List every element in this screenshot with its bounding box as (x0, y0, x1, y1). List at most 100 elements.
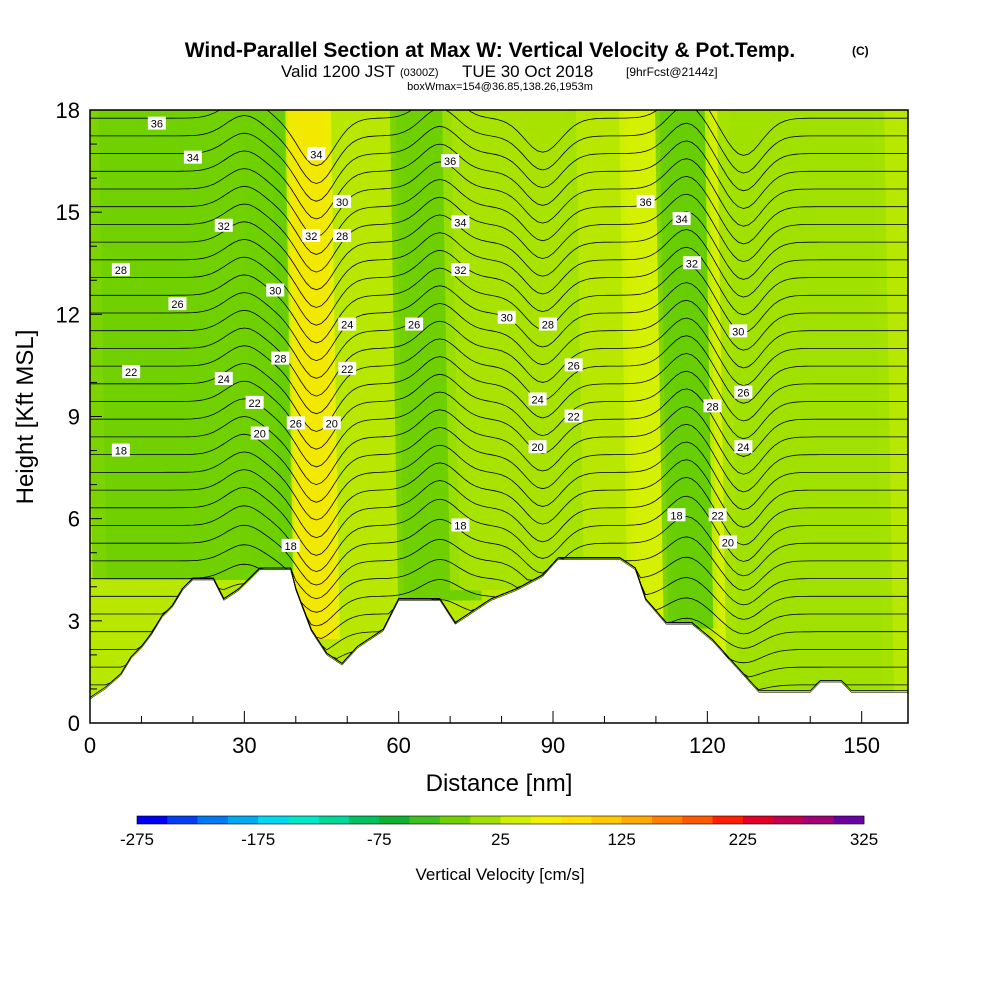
theta-contour-line (90, 175, 908, 255)
contour-label-box (672, 211, 691, 225)
contour-label-box (214, 372, 233, 386)
contour-label-box (322, 416, 341, 430)
contour-label-box (286, 416, 305, 430)
forecast-info: [9hrFcst@2144z] (626, 65, 718, 79)
contour-label: 28 (542, 320, 554, 332)
contour-label: 36 (444, 156, 456, 168)
contour-label: 28 (336, 231, 348, 243)
theta-contour-line (90, 317, 908, 397)
x-axis-label: Distance [nm] (426, 770, 573, 797)
theta-contour-line (90, 370, 908, 450)
contour-label: 32 (454, 265, 466, 277)
contour-label: 22 (567, 412, 579, 424)
theta-contours (90, 110, 908, 698)
colorbar-swatch (682, 816, 713, 824)
contour-label-box (122, 365, 141, 379)
theta-contour-line (90, 246, 908, 326)
colorbar-swatch (258, 816, 289, 824)
contour-label: 20 (722, 538, 734, 550)
contour-label: 18 (115, 446, 127, 458)
plot-area: 36 34 32 28 26 22 24 22 20 18 30 28 26 18 34 32 30 28 24 22… (90, 110, 908, 723)
contour-label: 24 (341, 320, 353, 332)
contour-label-box (405, 317, 424, 331)
contour-label: 30 (501, 313, 513, 325)
colorbar-tick-label: -175 (241, 830, 275, 849)
contour-label-box (538, 317, 557, 331)
contour-label: 26 (567, 360, 579, 372)
contour-label: 36 (639, 197, 651, 209)
colorbar-swatch (833, 816, 865, 824)
y-tick-label: 0 (68, 711, 80, 736)
contour-label: 20 (326, 418, 338, 430)
colorbar: -275 -175 -75 25 125 225 325 (120, 815, 878, 849)
theta-contour-line (90, 299, 908, 379)
colorbar-swatch (530, 816, 562, 824)
theta-contour-line (90, 110, 908, 185)
y-tick-label: 18 (56, 98, 80, 123)
theta-contour-line (90, 557, 908, 627)
contour-label: 18 (670, 510, 682, 522)
valid-time-prefix: Valid 1200 JST (281, 62, 395, 81)
chart-title: Wind-Parallel Section at Max W: Vertical… (185, 39, 796, 62)
colorbar-tick-label: 25 (491, 830, 510, 849)
theta-contour-line (90, 423, 908, 503)
contour-label-box (111, 263, 130, 277)
contour-label: 20 (254, 429, 266, 441)
theta-contour-line (90, 353, 908, 432)
theta-contour-line (90, 110, 908, 167)
contour-label: 36 (151, 119, 163, 131)
contour-label-box (281, 538, 300, 552)
contour-label: 32 (218, 221, 230, 233)
contour-label: 22 (712, 510, 724, 522)
contour-label-box (333, 229, 352, 243)
contour-label: 22 (341, 364, 353, 376)
theta-contour-line (90, 335, 908, 415)
colorbar-swatch (167, 816, 198, 824)
colorbar-swatch (621, 816, 653, 824)
contour-label: 28 (115, 265, 127, 277)
contour-label-box (564, 358, 583, 372)
theta-contour-line (90, 229, 908, 308)
colorbar-swatch (197, 816, 229, 824)
x-tick-label: 0 (84, 733, 96, 758)
contour-label-box (214, 218, 233, 232)
contour-label-box (729, 324, 748, 338)
contour-label: 34 (310, 149, 322, 161)
contour-label: 24 (218, 374, 230, 386)
contour-label: 34 (676, 214, 688, 226)
colorbar-swatch (591, 816, 622, 824)
theta-contour-line (90, 122, 908, 202)
velocity-band (716, 110, 894, 693)
x-tick-label: 60 (386, 733, 410, 758)
theta-contour-line (90, 516, 908, 586)
colorbar-tick-label: -75 (367, 830, 392, 849)
colorbar-swatch (773, 816, 804, 824)
contour-label-box (497, 310, 516, 324)
contour-label-box (333, 194, 352, 208)
contour-label-box (441, 154, 460, 168)
theta-contour-line (90, 158, 908, 238)
contour-label-box (111, 443, 130, 457)
contour-label: 28 (706, 401, 718, 413)
contour-label: 18 (285, 541, 297, 553)
velocity-band (442, 110, 584, 591)
colorbar-swatch (288, 816, 320, 824)
y-tick-label: 9 (68, 405, 80, 430)
valid-time-utc: (0300Z) (400, 67, 439, 79)
contour-label: 26 (408, 320, 420, 332)
theta-contour-line (90, 140, 908, 220)
colorbar-swatch (651, 816, 683, 824)
contour-label: 30 (732, 326, 744, 338)
contour-label: 34 (454, 217, 466, 229)
colorbar-frame (136, 815, 865, 825)
x-tick-label: 150 (843, 733, 880, 758)
colorbar-swatch (470, 816, 501, 824)
theta-contour-line (90, 388, 908, 468)
theta-contour-line (90, 459, 908, 539)
valid-time-date: TUE 30 Oct 2018 (462, 62, 593, 81)
x-axis: 0 30 60 90 120 150 (84, 711, 880, 758)
theta-contour-line (90, 476, 908, 556)
contour-label-box (734, 385, 753, 399)
contour-label: 26 (290, 418, 302, 430)
